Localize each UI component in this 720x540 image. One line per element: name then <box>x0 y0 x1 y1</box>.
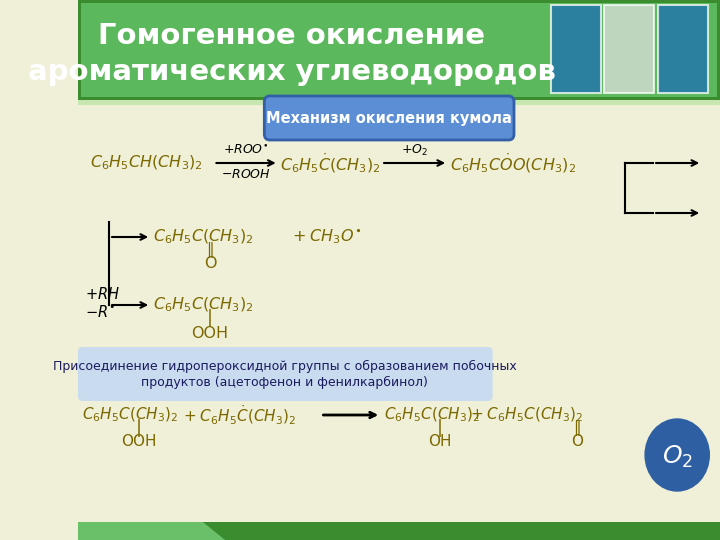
Text: $+\;CH_3O^{\bullet}$: $+\;CH_3O^{\bullet}$ <box>292 228 361 246</box>
Text: Гомогенное окисление: Гомогенное окисление <box>99 22 485 50</box>
Text: $C_6H_5C(CH_3)_2$: $C_6H_5C(CH_3)_2$ <box>82 406 179 424</box>
FancyBboxPatch shape <box>78 100 720 105</box>
Polygon shape <box>78 522 225 540</box>
FancyBboxPatch shape <box>78 0 720 100</box>
FancyBboxPatch shape <box>551 5 600 93</box>
Text: $+\;C_6H_5C(CH_3)_2$: $+\;C_6H_5C(CH_3)_2$ <box>470 406 583 424</box>
Text: $O_2$: $O_2$ <box>662 444 693 470</box>
FancyBboxPatch shape <box>78 522 720 540</box>
Text: |: | <box>135 419 142 437</box>
FancyBboxPatch shape <box>264 96 514 140</box>
Polygon shape <box>78 100 720 103</box>
Text: Присоединение гидропероксидной группы с образованием побочных: Присоединение гидропероксидной группы с … <box>53 360 517 373</box>
FancyBboxPatch shape <box>604 5 654 93</box>
Text: $+RH$: $+RH$ <box>85 286 120 302</box>
Text: $C_6H_5C(CH_3)_2$: $C_6H_5C(CH_3)_2$ <box>153 228 253 246</box>
Text: ароматических углеводородов: ароматических углеводородов <box>28 58 556 86</box>
Text: O: O <box>571 435 583 449</box>
Text: $-ROOH$: $-ROOH$ <box>221 168 271 181</box>
Text: $C_6H_5\dot{C}(CH_3)_2$: $C_6H_5\dot{C}(CH_3)_2$ <box>280 151 382 175</box>
Text: $C_6H_5CH(CH_3)_2$: $C_6H_5CH(CH_3)_2$ <box>91 154 203 172</box>
Circle shape <box>645 419 709 491</box>
Text: OOH: OOH <box>192 326 228 341</box>
FancyBboxPatch shape <box>81 3 717 97</box>
FancyBboxPatch shape <box>657 5 708 93</box>
Text: O: O <box>204 255 216 271</box>
Text: $+ROO^{\bullet}$: $+ROO^{\bullet}$ <box>223 144 269 157</box>
Text: продуктов (ацетофенон и фенилкарбинол): продуктов (ацетофенон и фенилкарбинол) <box>141 375 428 389</box>
Text: OOH: OOH <box>121 435 156 449</box>
Text: |: | <box>207 309 213 327</box>
Text: |: | <box>437 419 443 437</box>
Text: ‖: ‖ <box>206 242 214 258</box>
Text: $+\;C_6H_5\dot{C}(CH_3)_2$: $+\;C_6H_5\dot{C}(CH_3)_2$ <box>183 403 297 427</box>
Text: Механизм окисления кумола: Механизм окисления кумола <box>266 111 512 126</box>
Text: $C_6H_5C(CH_3)_2$: $C_6H_5C(CH_3)_2$ <box>384 406 480 424</box>
Text: OH: OH <box>428 435 451 449</box>
Text: $C_6H_5C\dot{O}O(CH_3)_2$: $C_6H_5C\dot{O}O(CH_3)_2$ <box>450 151 576 175</box>
Text: $+O_2$: $+O_2$ <box>401 143 428 158</box>
Text: $-R^{\bullet}$: $-R^{\bullet}$ <box>85 304 115 320</box>
Text: $C_6H_5C(CH_3)_2$: $C_6H_5C(CH_3)_2$ <box>153 296 253 314</box>
Text: ‖: ‖ <box>574 420 581 436</box>
FancyBboxPatch shape <box>78 347 492 401</box>
